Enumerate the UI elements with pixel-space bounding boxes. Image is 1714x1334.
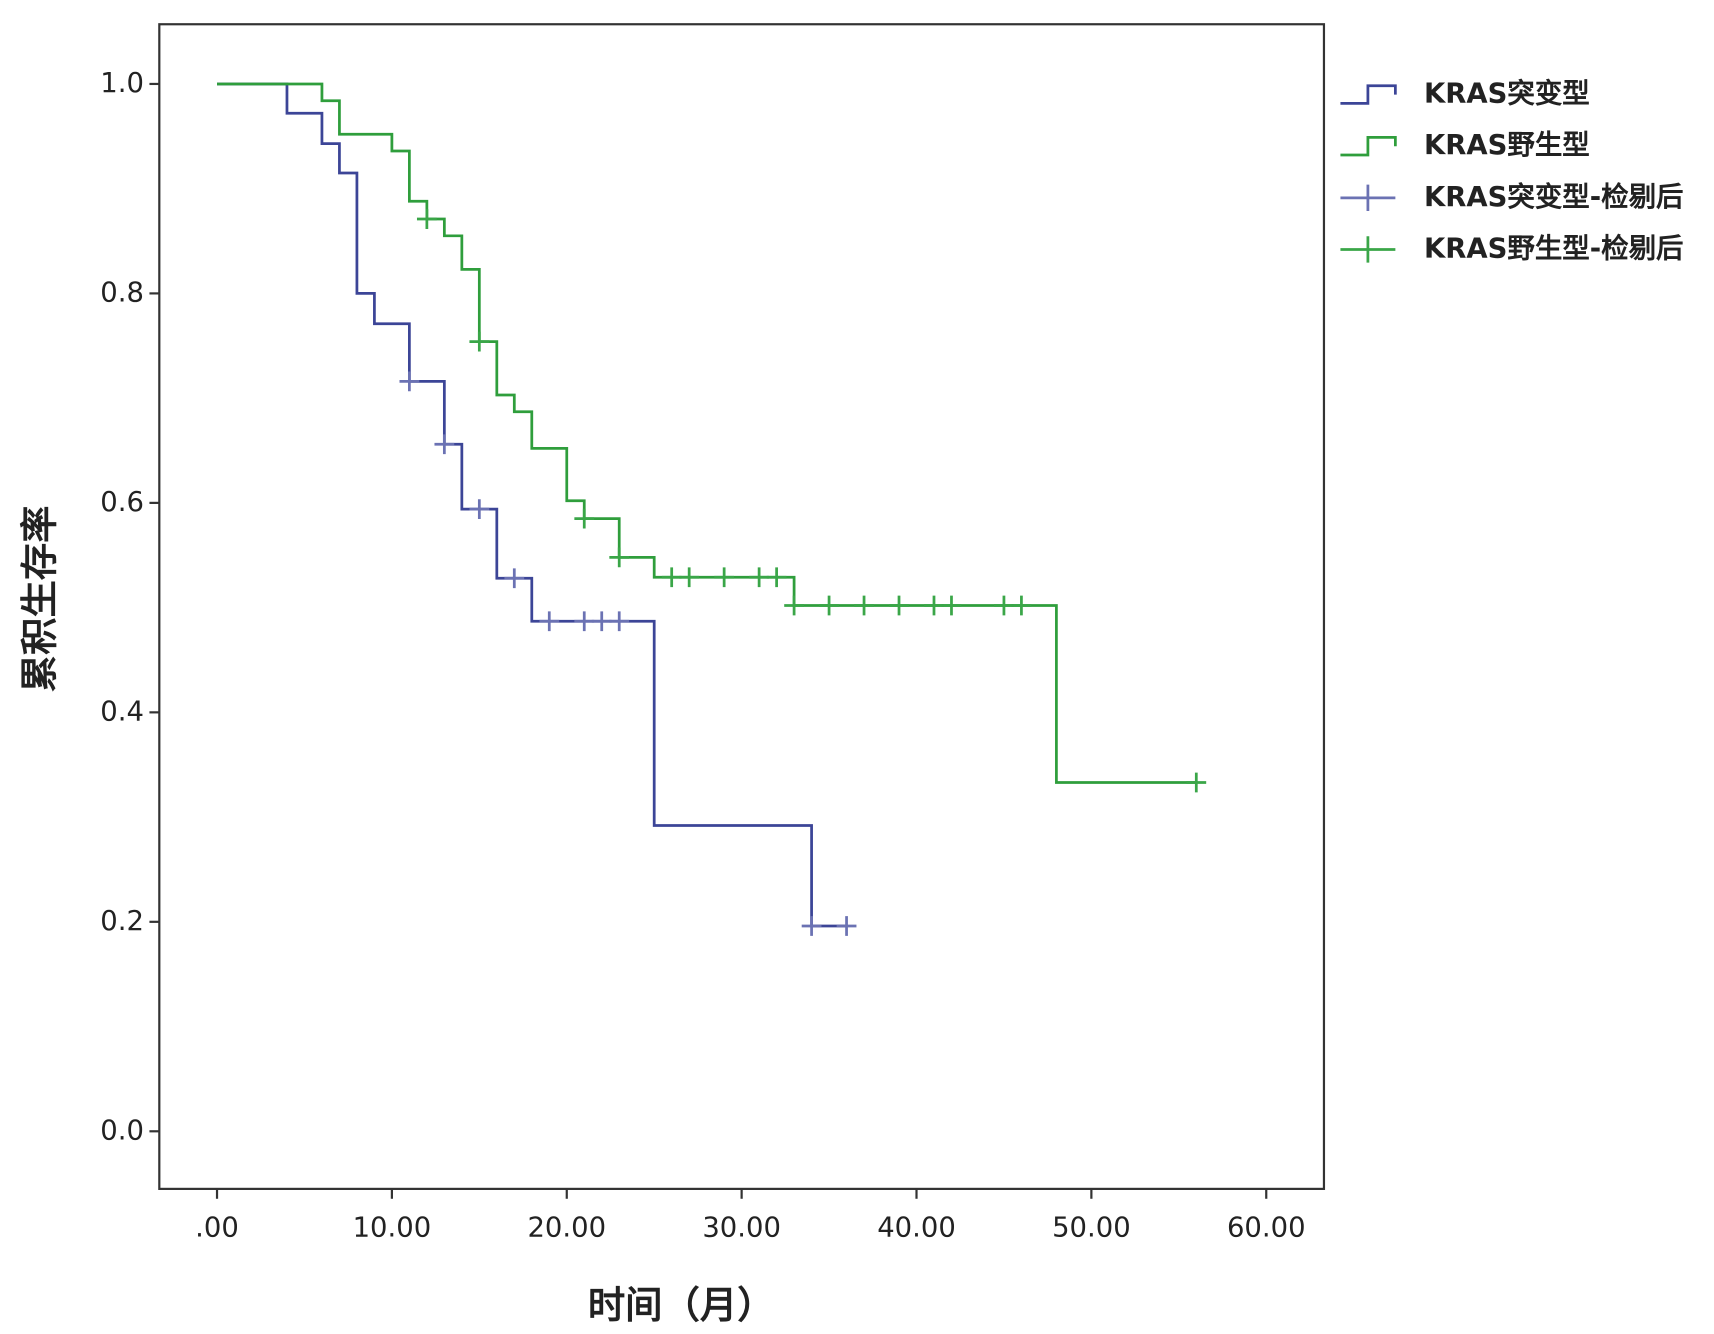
- censor-mark: [889, 595, 909, 616]
- y-tick-label: 1.0: [100, 68, 144, 99]
- censor-mark: [504, 568, 525, 589]
- legend-label: KRAS突变型: [1424, 78, 1590, 110]
- legend-label: KRAS野生型: [1424, 130, 1590, 161]
- y-tick-label: 0.0: [100, 1115, 144, 1146]
- censor-mark: [591, 611, 612, 632]
- y-tick-label: 0.6: [100, 487, 144, 518]
- legend-swatch: [1340, 184, 1396, 212]
- censor-mark: [469, 331, 490, 352]
- x-tick-label: .00: [195, 1212, 239, 1243]
- x-tick-label: 60.00: [1227, 1212, 1306, 1243]
- survival-curve: [217, 82, 847, 928]
- censor-mark: [434, 434, 455, 455]
- censor-mark: [416, 209, 437, 229]
- legend-label: KRAS野生型-检剔后: [1424, 232, 1684, 264]
- censor-mark: [924, 595, 944, 616]
- censor-mark: [941, 595, 962, 616]
- censor-mark: [854, 595, 874, 616]
- censor-mark: [766, 567, 787, 588]
- legend-swatch: [1340, 136, 1397, 157]
- censor-mark: [1011, 595, 1032, 616]
- plot-frame: [158, 23, 1326, 1190]
- censor-mark: [836, 916, 857, 936]
- x-tick-label: 30.00: [702, 1212, 781, 1243]
- censor-mark: [574, 508, 595, 529]
- censor-mark: [539, 611, 560, 632]
- x-tick-label: 20.00: [527, 1212, 606, 1243]
- censor-mark: [609, 547, 630, 568]
- censor-mark: [749, 567, 770, 588]
- legend-swatch: [1340, 236, 1396, 263]
- x-tick-label: 10.00: [353, 1212, 432, 1243]
- y-tick-label: 0.8: [100, 277, 144, 308]
- x-axis-label: 时间（月）: [588, 1283, 775, 1327]
- censor-mark: [609, 611, 630, 632]
- y-axis-label: 累积生存率: [17, 506, 61, 693]
- censor-mark: [784, 595, 804, 616]
- y-tick-label: 0.4: [100, 696, 144, 727]
- survival-curve: [217, 82, 1197, 784]
- censor-mark: [801, 916, 822, 936]
- censor-mark: [574, 611, 595, 632]
- censor-mark: [994, 595, 1014, 616]
- x-tick-label: 50.00: [1052, 1212, 1131, 1243]
- legend-swatch: [1340, 84, 1397, 105]
- censor-mark: [469, 499, 490, 520]
- censor-mark: [1186, 772, 1207, 793]
- censor-mark: [399, 371, 420, 392]
- y-tick-label: 0.2: [100, 906, 144, 937]
- censor-mark: [819, 595, 839, 616]
- censor-mark: [679, 567, 700, 588]
- legend-label: KRAS突变型-检剔后: [1424, 181, 1684, 213]
- censor-mark: [661, 567, 682, 588]
- censor-mark: [714, 567, 735, 588]
- x-tick-label: 40.00: [877, 1212, 956, 1243]
